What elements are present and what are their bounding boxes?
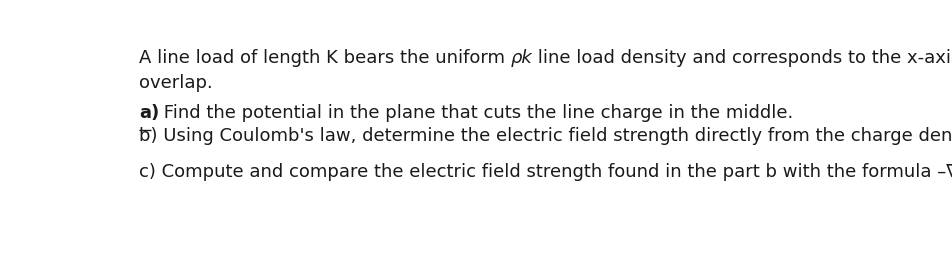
Text: ρk: ρk [511, 49, 532, 67]
Text: a: a [139, 104, 151, 122]
Text: line load density and corresponds to the x-axis.: line load density and corresponds to the… [532, 49, 952, 67]
Text: ): ) [151, 104, 159, 122]
Text: overlap.: overlap. [139, 74, 212, 92]
Text: A line load of length K bears the uniform: A line load of length K bears the unifor… [139, 49, 511, 67]
Text: b) Using Coulomb's law, determine the electric field strength directly from the : b) Using Coulomb's law, determine the el… [139, 127, 952, 145]
Text: Find the potential in the plane that cuts the line charge in the middle.: Find the potential in the plane that cut… [158, 104, 793, 122]
Text: c) Compute and compare the electric field strength found in the part b with the : c) Compute and compare the electric fiel… [139, 163, 952, 181]
